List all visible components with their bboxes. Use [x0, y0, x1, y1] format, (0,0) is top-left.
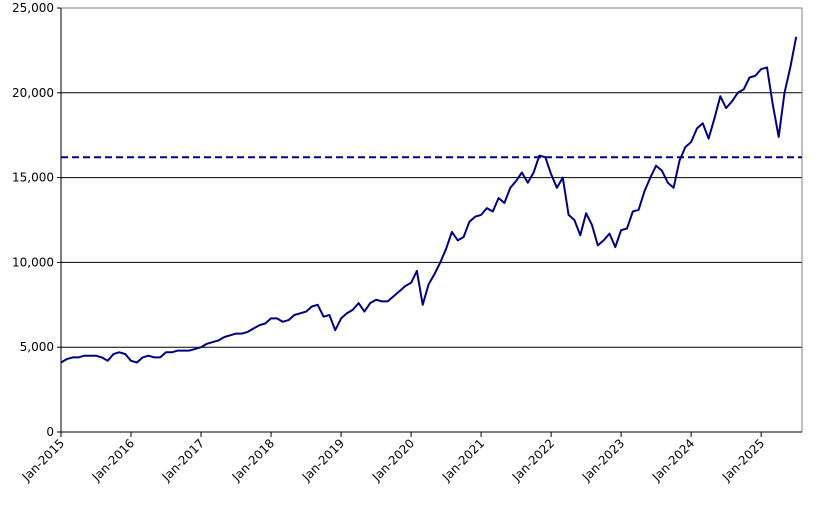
- x-tick-label: Jan-2015: [19, 436, 67, 484]
- x-tick-label: Jan-2021: [439, 436, 487, 484]
- x-tick-label: Jan-2020: [369, 436, 417, 484]
- y-tick-label: 5,000: [20, 340, 54, 354]
- plot-border: [60, 7, 803, 433]
- x-tick-label: Jan-2016: [89, 436, 137, 484]
- y-tick-label: 20,000: [12, 86, 54, 100]
- x-tick-label: Jan-2024: [649, 436, 697, 484]
- x-tick-label: Jan-2018: [229, 436, 277, 484]
- x-tick-label: Jan-2023: [579, 436, 627, 484]
- x-tick-label: Jan-2022: [509, 436, 557, 484]
- y-tick-label: 15,000: [12, 171, 54, 185]
- data-line: [60, 36, 798, 364]
- x-tick-label: Jan-2025: [719, 436, 767, 484]
- y-tick-label: 25,000: [12, 1, 54, 15]
- x-tick-label: Jan-2017: [159, 436, 207, 484]
- y-tick-label: 10,000: [12, 255, 54, 269]
- x-tick-label: Jan-2019: [299, 436, 347, 484]
- y-tick-label: 0: [46, 425, 54, 439]
